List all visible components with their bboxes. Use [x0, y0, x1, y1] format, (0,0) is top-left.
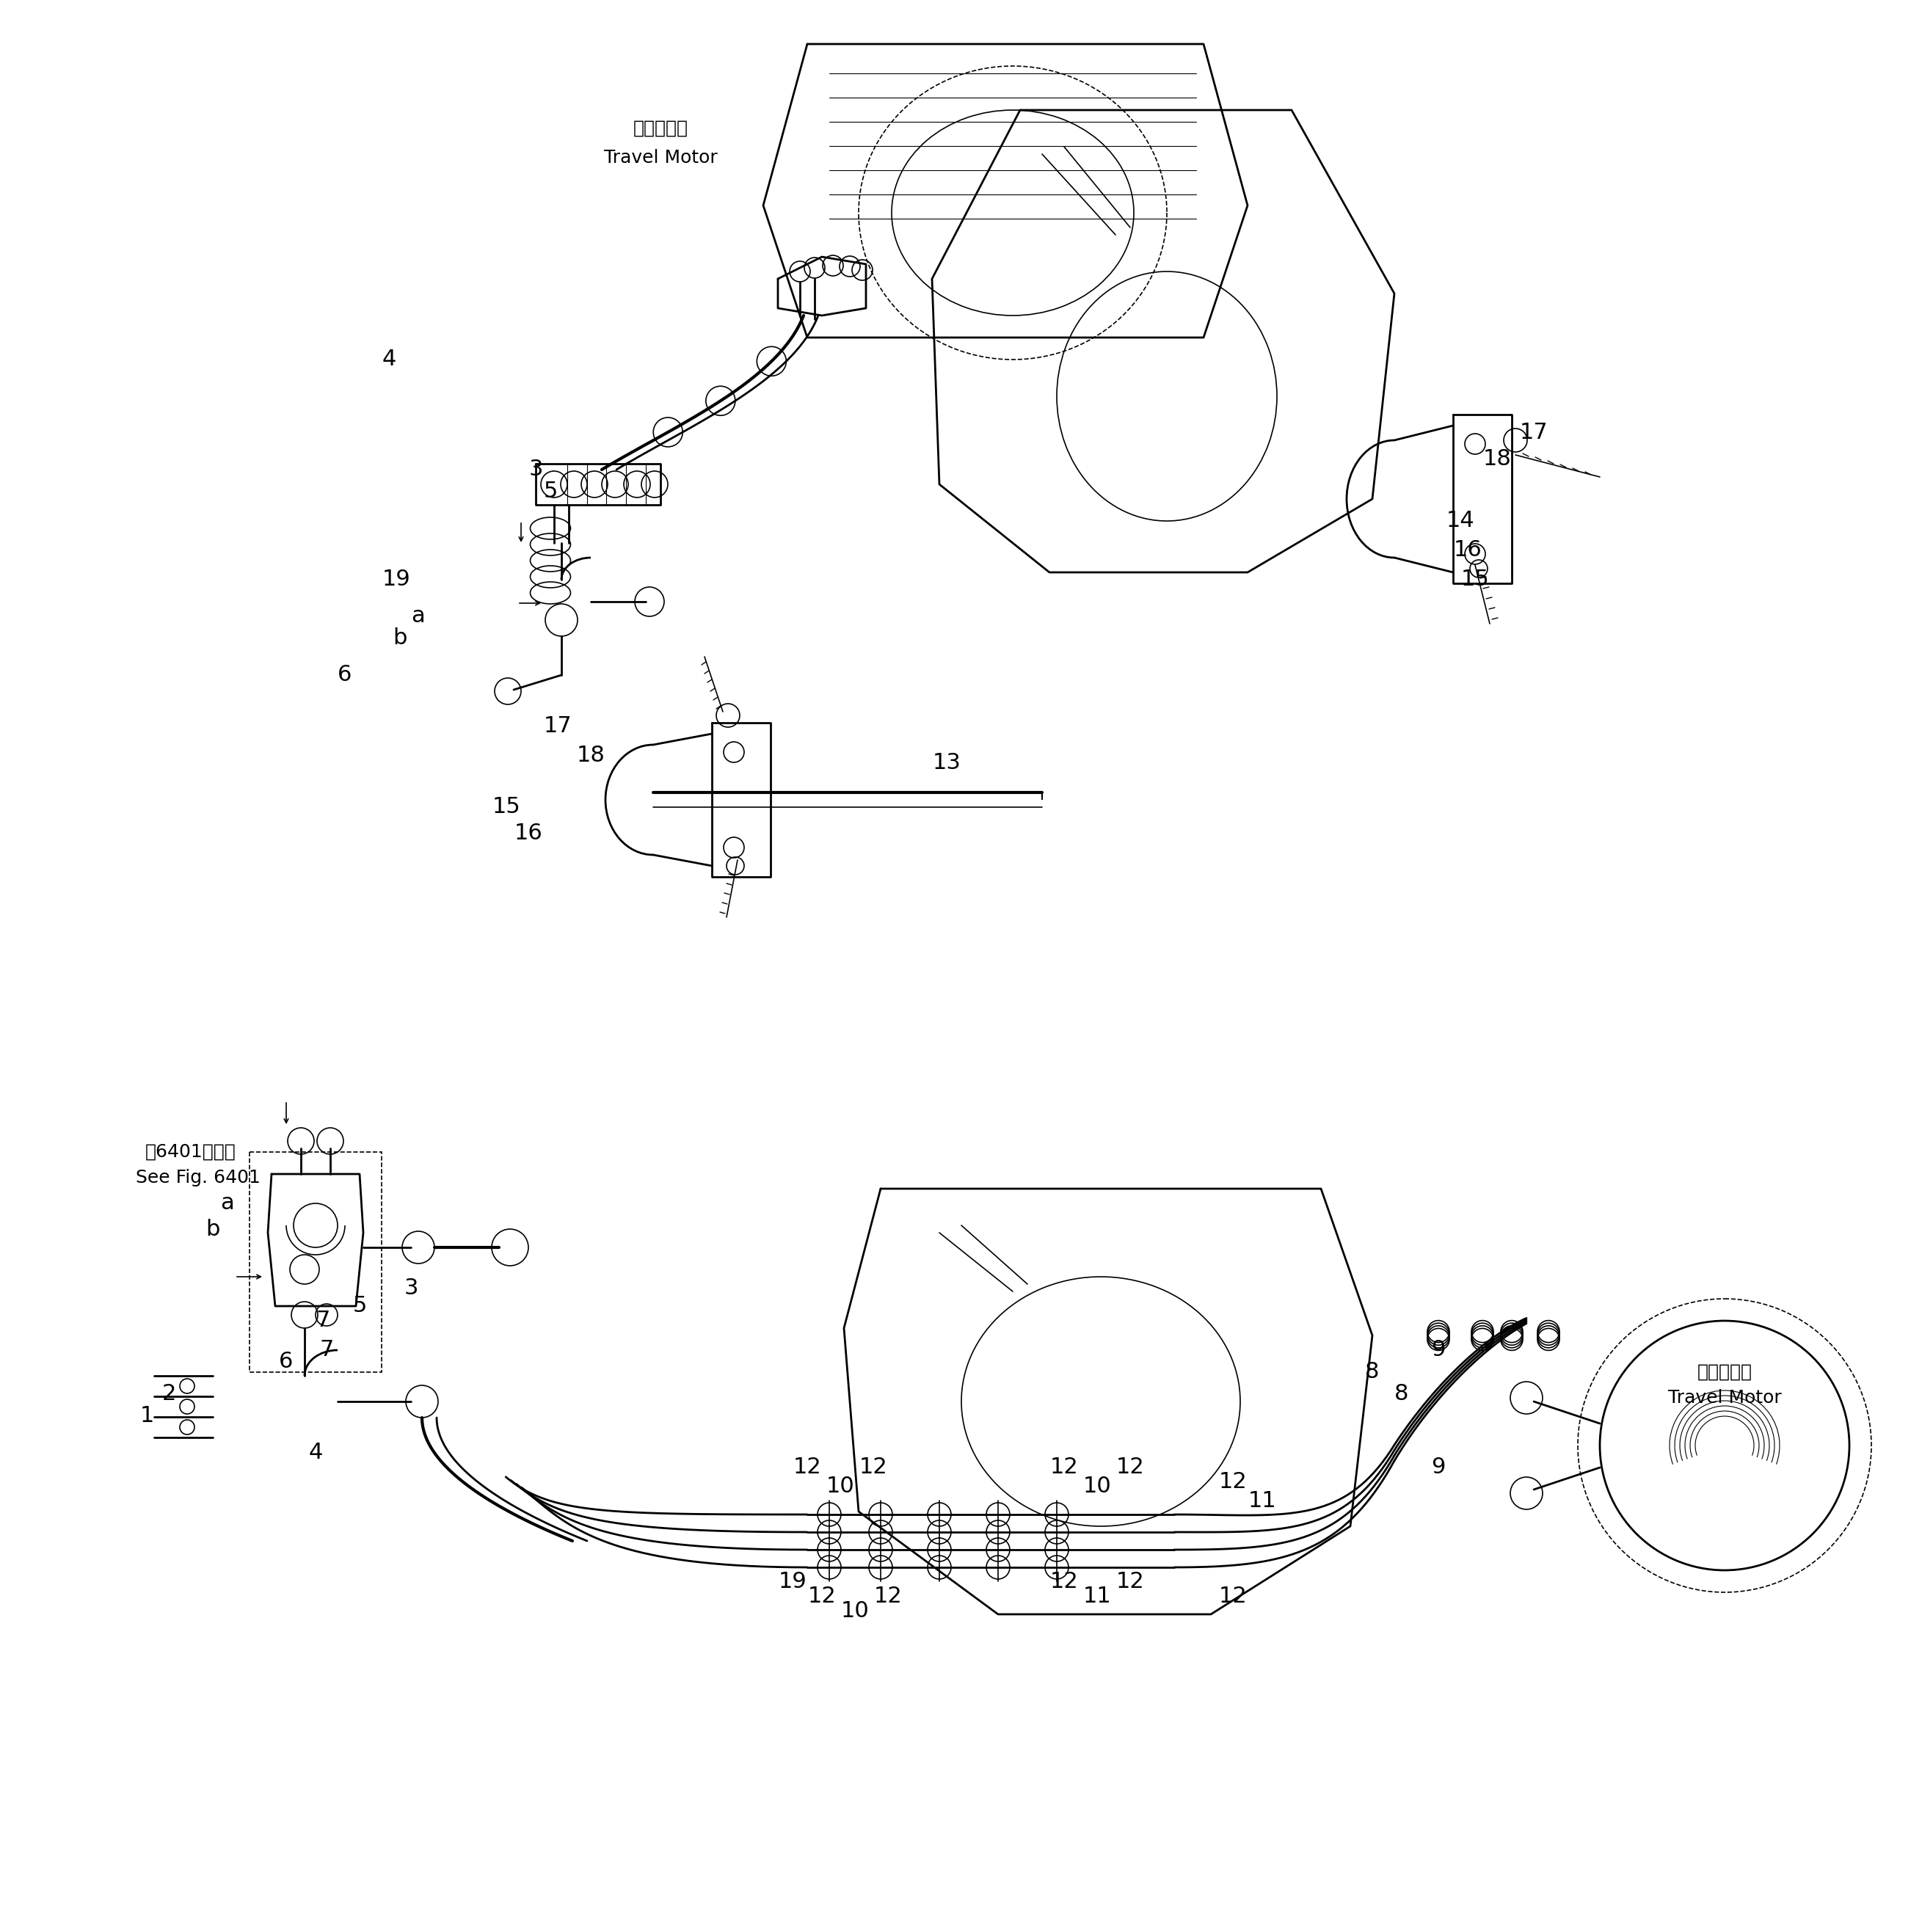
Text: 12: 12: [859, 1457, 888, 1478]
Text: 7: 7: [319, 1339, 334, 1360]
Text: 15: 15: [1461, 570, 1490, 591]
Text: 18: 18: [577, 746, 605, 767]
Text: 3: 3: [529, 460, 542, 481]
Text: 10: 10: [840, 1600, 869, 1621]
Text: a: a: [221, 1192, 234, 1213]
Text: 17: 17: [1520, 423, 1547, 444]
Text: 16: 16: [515, 823, 542, 844]
Text: 8: 8: [1395, 1383, 1409, 1405]
Text: 5: 5: [544, 481, 557, 502]
Text: 6: 6: [338, 665, 352, 686]
Text: 12: 12: [807, 1586, 836, 1607]
Text: 8: 8: [1365, 1362, 1380, 1383]
Text: Travel Motor: Travel Motor: [604, 149, 717, 166]
Text: 11: 11: [1247, 1490, 1276, 1511]
Text: 9: 9: [1432, 1339, 1445, 1360]
Text: 9: 9: [1432, 1457, 1445, 1478]
Text: 19: 19: [778, 1571, 807, 1592]
Text: 15: 15: [492, 796, 521, 817]
Text: 1: 1: [140, 1405, 154, 1428]
Text: 5: 5: [352, 1296, 367, 1318]
Text: a: a: [411, 607, 425, 628]
Text: 11: 11: [1082, 1586, 1111, 1607]
Text: 17: 17: [544, 715, 573, 738]
Text: 14: 14: [1445, 510, 1474, 531]
Text: 4: 4: [308, 1441, 323, 1464]
Text: 3: 3: [404, 1277, 419, 1298]
Text: 12: 12: [1049, 1457, 1078, 1478]
Text: 2: 2: [161, 1383, 177, 1405]
Text: 走行モータ: 走行モータ: [1697, 1364, 1753, 1381]
Text: 4: 4: [382, 350, 396, 371]
Text: 10: 10: [826, 1476, 855, 1497]
Text: Travel Motor: Travel Motor: [1668, 1389, 1782, 1406]
Text: 6: 6: [279, 1350, 294, 1372]
Text: 12: 12: [1219, 1472, 1247, 1493]
Text: See Fig. 6401: See Fig. 6401: [136, 1169, 261, 1186]
Text: b: b: [392, 628, 407, 649]
Text: 12: 12: [1117, 1571, 1144, 1592]
Text: 10: 10: [1082, 1476, 1111, 1497]
Text: 走行モータ: 走行モータ: [632, 120, 688, 137]
Text: 12: 12: [1049, 1571, 1078, 1592]
Bar: [250, 1151, 382, 1372]
Text: 12: 12: [1117, 1457, 1144, 1478]
Text: 16: 16: [1453, 539, 1482, 560]
Text: b: b: [206, 1219, 219, 1240]
Text: 12: 12: [1219, 1586, 1247, 1607]
Text: 第6401図参照: 第6401図参照: [146, 1144, 236, 1161]
Text: 12: 12: [875, 1586, 901, 1607]
Text: 19: 19: [382, 570, 411, 591]
Text: 7: 7: [315, 1310, 331, 1331]
Text: 12: 12: [794, 1457, 821, 1478]
Text: 13: 13: [932, 752, 961, 773]
Text: 18: 18: [1484, 448, 1511, 469]
